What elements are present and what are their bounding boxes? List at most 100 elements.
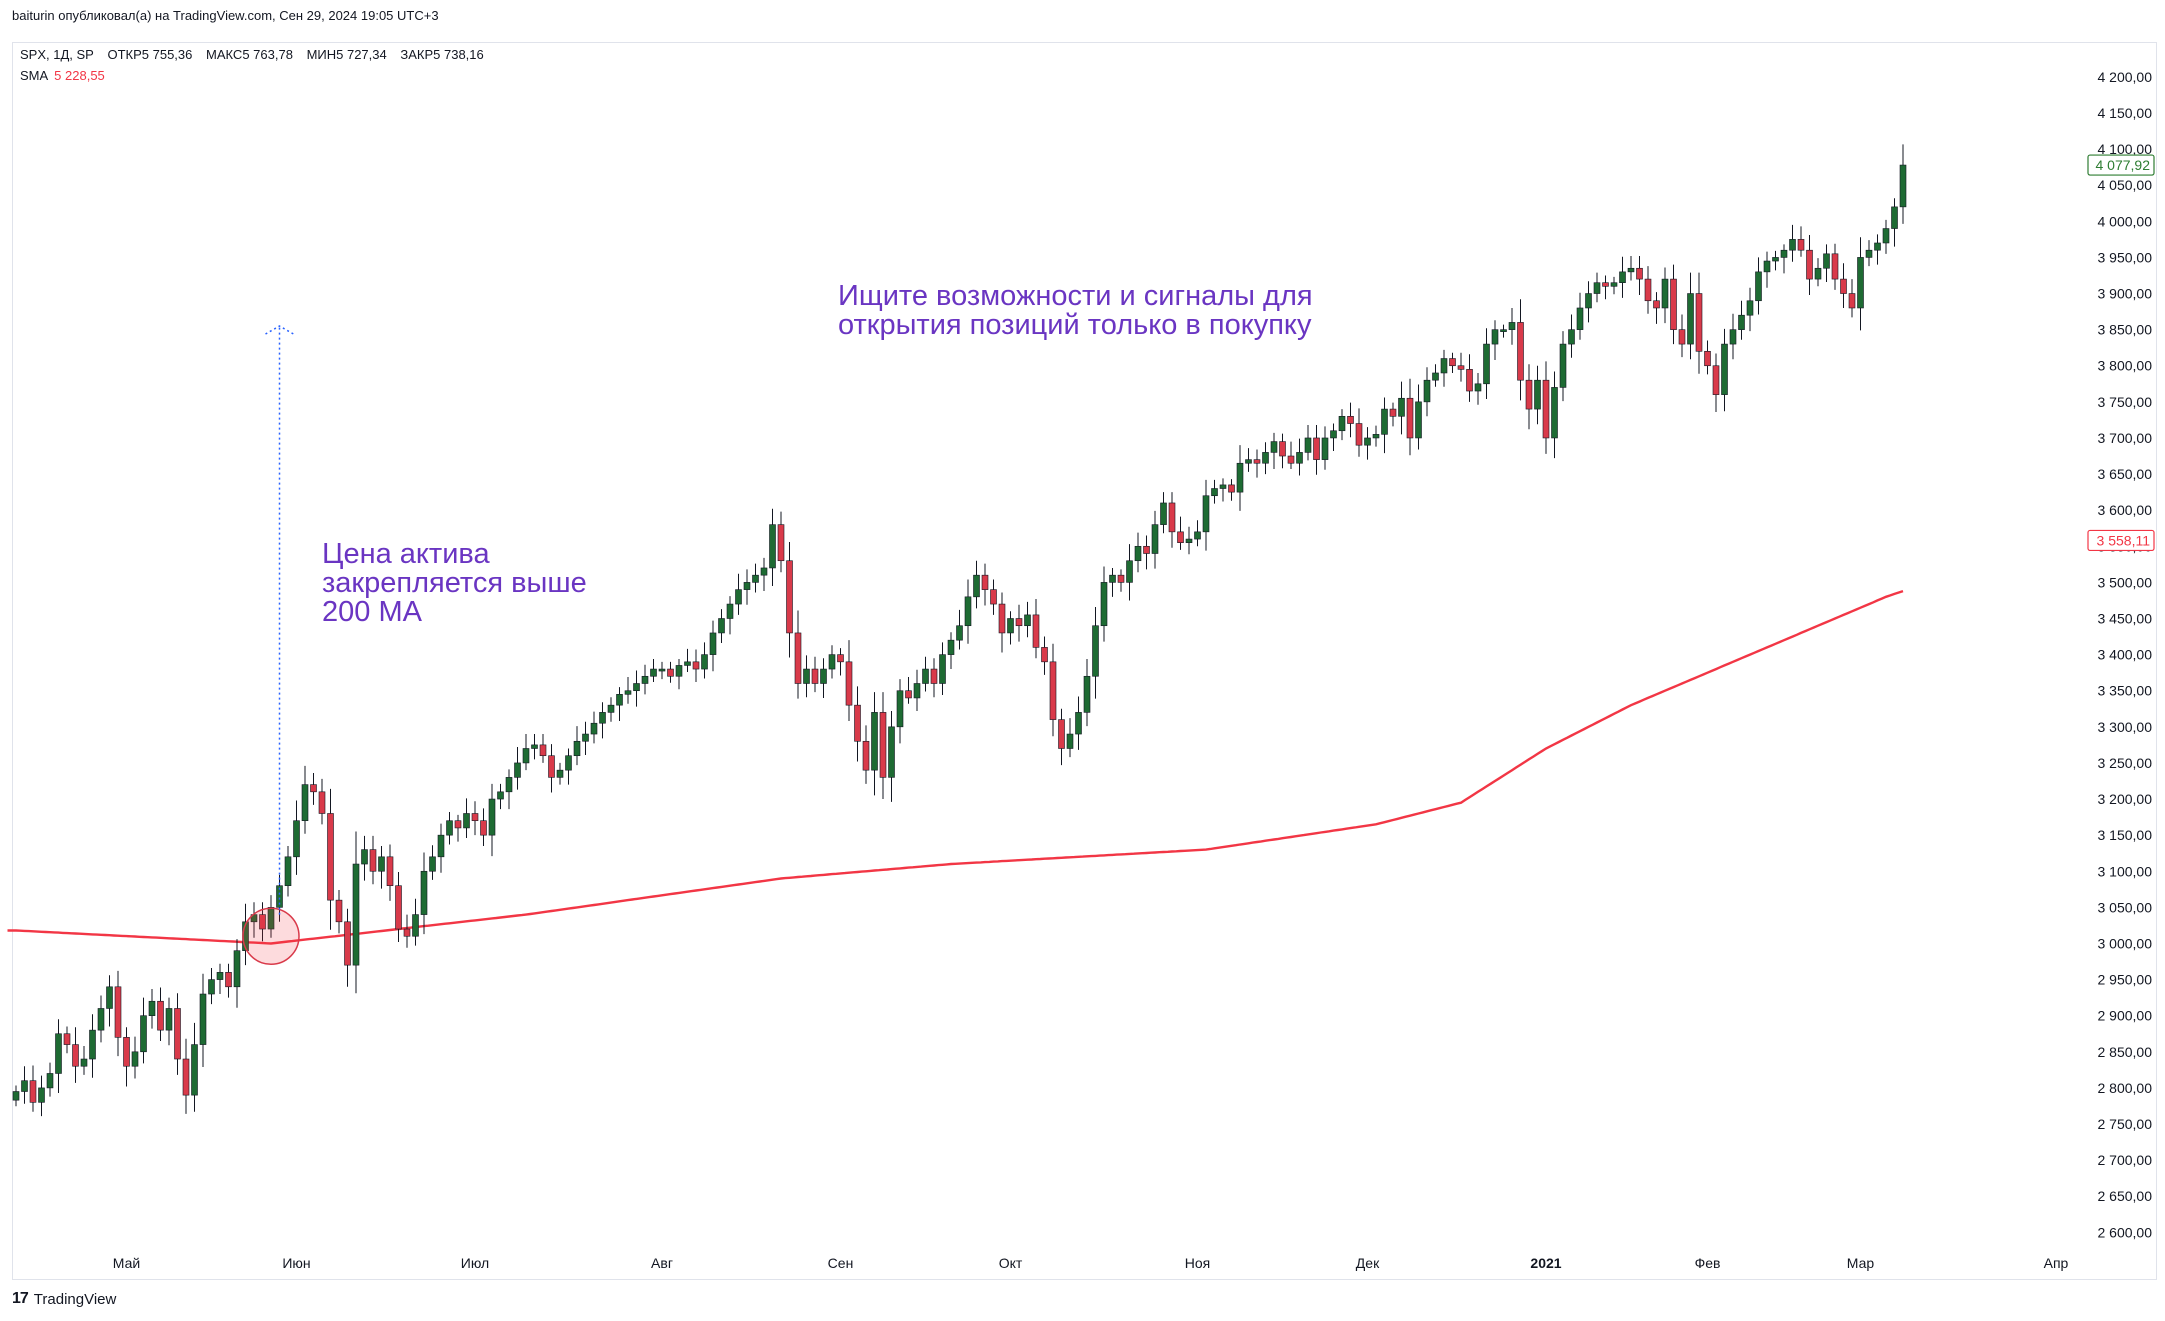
x-tick-label: Фев xyxy=(1695,1255,1721,1271)
candle xyxy=(208,968,215,1005)
candle-body-up xyxy=(1007,618,1014,634)
candle-body-up xyxy=(1746,300,1754,316)
candle-body-down xyxy=(1653,300,1660,309)
candle-body-down xyxy=(1848,293,1856,309)
candle xyxy=(879,692,887,800)
candle-body-down xyxy=(1143,545,1150,554)
tradingview-logo[interactable]: 17 TradingView xyxy=(12,1290,116,1308)
candle xyxy=(1687,272,1694,360)
candle xyxy=(1610,276,1618,295)
candle-body-up xyxy=(888,726,895,778)
candle-body-up xyxy=(1874,242,1881,251)
y-tick-label: 3 750,00 xyxy=(2098,394,2153,410)
candle xyxy=(412,898,419,946)
candle-body-up xyxy=(131,1051,139,1067)
y-tick-label: 3 950,00 xyxy=(2098,249,2153,265)
candle xyxy=(1398,381,1405,435)
candle-body-down xyxy=(344,921,351,966)
candle-body-up xyxy=(743,582,751,590)
y-tick-label: 3 450,00 xyxy=(2098,611,2153,627)
candle xyxy=(1347,402,1354,438)
candle-body-up xyxy=(1755,271,1762,302)
y-tick-label: 4 150,00 xyxy=(2098,105,2153,121)
candle xyxy=(1287,441,1295,470)
candle-body-up xyxy=(1508,322,1516,330)
candle xyxy=(905,676,912,704)
candle xyxy=(641,664,649,695)
candle xyxy=(1508,307,1516,345)
candle-body-up xyxy=(1185,538,1193,543)
candle-body-up xyxy=(1610,282,1618,287)
candle xyxy=(684,648,691,672)
candle xyxy=(1160,492,1167,534)
candle-body-down xyxy=(1117,574,1125,583)
last-price-badge-box xyxy=(2087,154,2155,176)
candle-body-down xyxy=(1466,369,1473,392)
candle-body-up xyxy=(633,683,640,692)
candle xyxy=(497,783,504,810)
candle xyxy=(1474,372,1482,405)
candle xyxy=(1517,299,1524,401)
candle-body-up xyxy=(276,885,283,908)
candle-body-down xyxy=(1678,329,1686,345)
candle xyxy=(1568,314,1575,358)
candle-body-up xyxy=(361,849,368,865)
candle xyxy=(1262,442,1269,475)
candle xyxy=(21,1066,28,1104)
candle-body-up xyxy=(1576,307,1584,330)
candle-body-up xyxy=(301,784,309,822)
low-label: МИН xyxy=(306,47,337,62)
candle xyxy=(369,835,377,885)
candle-body-up xyxy=(1109,574,1116,583)
candle-body-up xyxy=(1398,397,1405,417)
y-tick-label: 3 350,00 xyxy=(2098,683,2153,699)
candle xyxy=(1117,569,1125,592)
candle-body-down xyxy=(1041,647,1048,663)
candle xyxy=(1330,423,1337,451)
candle-body-down xyxy=(1449,358,1456,367)
symbol-info[interactable]: SPX, 1Д, SP xyxy=(20,47,94,62)
chart-frame[interactable] xyxy=(12,42,2157,1280)
candle xyxy=(667,661,674,683)
sma-200-line xyxy=(7,589,1904,945)
candle-body-up xyxy=(658,668,666,672)
candle-body-down xyxy=(548,755,555,778)
candle xyxy=(582,721,589,755)
candle-body-up xyxy=(1372,434,1380,439)
candle xyxy=(1636,255,1643,295)
candle xyxy=(1814,258,1822,287)
candle xyxy=(1738,300,1745,340)
candle-body-up xyxy=(1772,257,1779,262)
open-label: ОТКР xyxy=(107,47,142,62)
candle xyxy=(896,679,904,744)
candle-body-down xyxy=(692,661,700,670)
ohlc-row: SPX, 1Д, SP ОТКР5 755,36 МАКС5 763,78 МИ… xyxy=(20,44,484,65)
candle-body-down xyxy=(539,744,547,757)
candle xyxy=(616,687,623,722)
y-tick-label: 4 050,00 xyxy=(2098,177,2153,193)
candle xyxy=(1840,263,1847,308)
candle xyxy=(1228,479,1235,501)
candle xyxy=(726,596,734,635)
annotation-long-only: Ищите возможности и сигналы для открытия… xyxy=(838,280,1313,341)
candle-body-up xyxy=(199,993,207,1045)
sma-label[interactable]: SMA xyxy=(20,68,49,83)
candle xyxy=(871,692,878,796)
candle-body-up xyxy=(378,856,385,872)
candle xyxy=(777,511,785,573)
candle xyxy=(80,1046,88,1075)
candle-body-up xyxy=(828,654,836,670)
candle-body-down xyxy=(369,849,377,872)
candle xyxy=(233,939,241,1008)
x-tick-label: Июл xyxy=(461,1255,489,1271)
candle-body-up xyxy=(1381,408,1388,435)
candle-body-up xyxy=(89,1029,96,1060)
candle xyxy=(1483,328,1490,399)
candle xyxy=(1882,219,1890,254)
y-tick-label: 2 750,00 xyxy=(2098,1116,2153,1132)
candle xyxy=(199,973,207,1067)
candle xyxy=(1194,520,1201,547)
candle-body-down xyxy=(1831,253,1839,280)
candle xyxy=(216,963,224,995)
